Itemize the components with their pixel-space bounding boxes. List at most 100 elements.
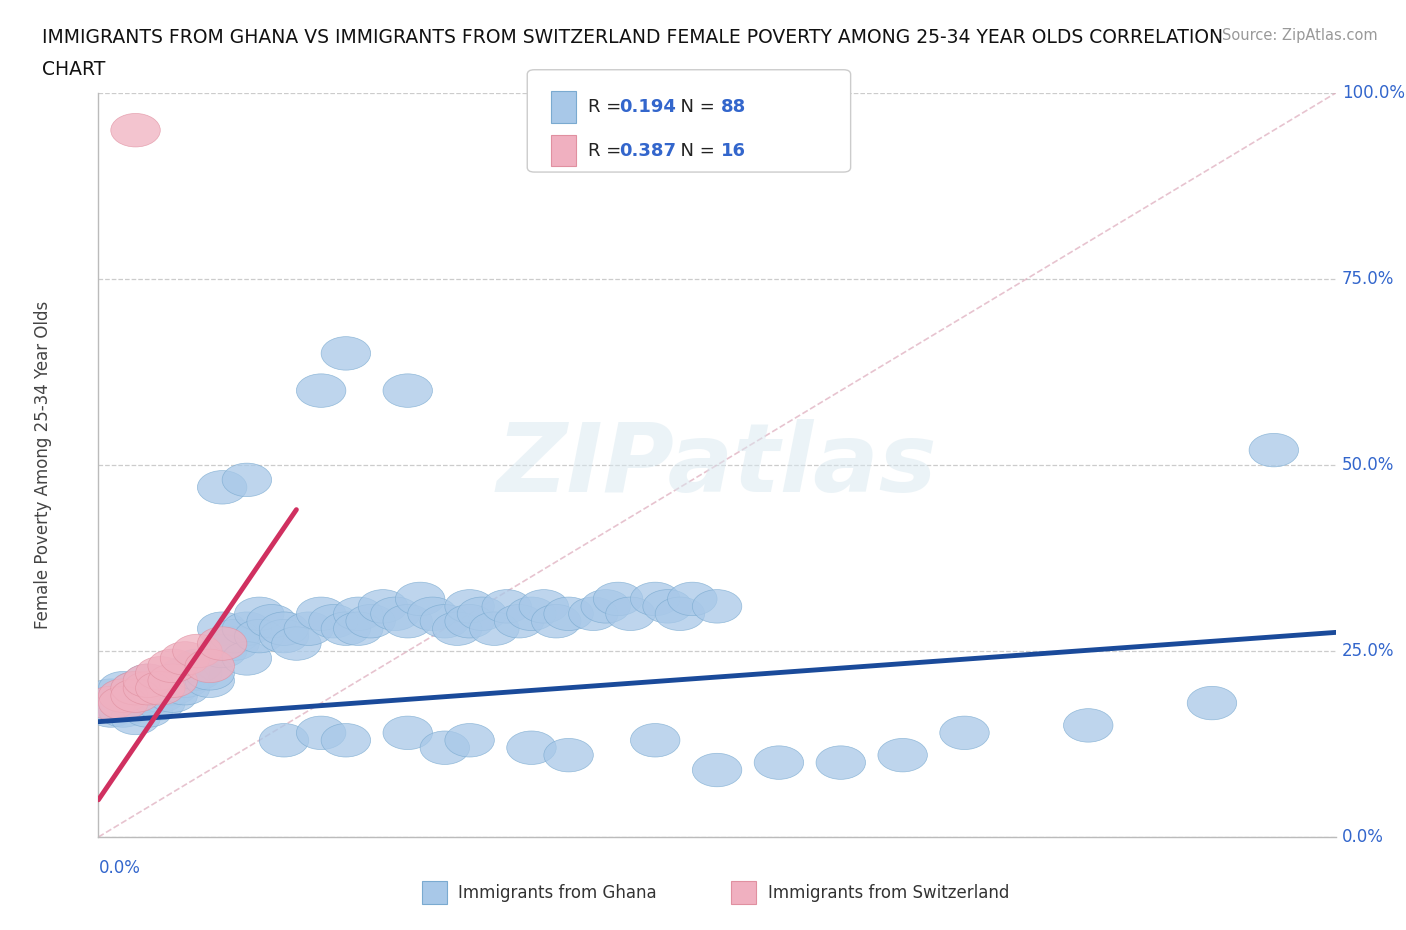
Ellipse shape — [1063, 709, 1114, 742]
Ellipse shape — [135, 671, 186, 705]
Ellipse shape — [186, 649, 235, 683]
Text: 100.0%: 100.0% — [1341, 84, 1405, 102]
Ellipse shape — [271, 627, 321, 660]
Ellipse shape — [222, 463, 271, 497]
Ellipse shape — [173, 657, 222, 690]
Ellipse shape — [643, 590, 692, 623]
Ellipse shape — [173, 634, 222, 668]
Ellipse shape — [297, 374, 346, 407]
Ellipse shape — [86, 694, 135, 727]
Ellipse shape — [444, 724, 495, 757]
Text: Immigrants from Switzerland: Immigrants from Switzerland — [768, 884, 1010, 902]
Ellipse shape — [692, 590, 742, 623]
Ellipse shape — [593, 582, 643, 616]
Text: 0.0%: 0.0% — [1341, 828, 1384, 846]
Ellipse shape — [259, 612, 309, 645]
Ellipse shape — [135, 686, 186, 720]
Ellipse shape — [544, 738, 593, 772]
Text: N =: N = — [669, 141, 721, 160]
Ellipse shape — [135, 679, 186, 712]
Ellipse shape — [160, 657, 209, 690]
Ellipse shape — [382, 604, 433, 638]
Ellipse shape — [495, 604, 544, 638]
Ellipse shape — [668, 582, 717, 616]
Ellipse shape — [135, 657, 186, 690]
Ellipse shape — [333, 612, 382, 645]
Text: IMMIGRANTS FROM GHANA VS IMMIGRANTS FROM SWITZERLAND FEMALE POVERTY AMONG 25-34 : IMMIGRANTS FROM GHANA VS IMMIGRANTS FROM… — [42, 28, 1223, 46]
Ellipse shape — [877, 738, 928, 772]
Ellipse shape — [321, 724, 371, 757]
Ellipse shape — [581, 590, 630, 623]
Ellipse shape — [197, 634, 247, 668]
Text: CHART: CHART — [42, 60, 105, 79]
Ellipse shape — [160, 671, 209, 705]
Ellipse shape — [111, 679, 160, 712]
Ellipse shape — [197, 612, 247, 645]
Text: R =: R = — [588, 141, 627, 160]
Ellipse shape — [297, 716, 346, 750]
Ellipse shape — [630, 582, 681, 616]
Ellipse shape — [519, 590, 568, 623]
Ellipse shape — [284, 612, 333, 645]
Ellipse shape — [754, 746, 804, 779]
Ellipse shape — [98, 686, 148, 720]
Ellipse shape — [692, 753, 742, 787]
Ellipse shape — [531, 604, 581, 638]
Ellipse shape — [111, 113, 160, 147]
Ellipse shape — [124, 664, 173, 698]
Ellipse shape — [160, 642, 209, 675]
Ellipse shape — [124, 671, 173, 705]
Ellipse shape — [420, 604, 470, 638]
Ellipse shape — [98, 679, 148, 712]
Ellipse shape — [222, 612, 271, 645]
Ellipse shape — [655, 597, 704, 631]
Ellipse shape — [1187, 686, 1237, 720]
Text: Immigrants from Ghana: Immigrants from Ghana — [458, 884, 657, 902]
Ellipse shape — [148, 649, 197, 683]
Ellipse shape — [197, 471, 247, 504]
Ellipse shape — [630, 724, 681, 757]
Ellipse shape — [124, 664, 173, 698]
Ellipse shape — [457, 597, 506, 631]
Text: 0.194: 0.194 — [619, 98, 675, 116]
Ellipse shape — [309, 604, 359, 638]
Text: 0.387: 0.387 — [619, 141, 676, 160]
Ellipse shape — [333, 597, 382, 631]
Ellipse shape — [135, 671, 186, 705]
Ellipse shape — [420, 731, 470, 764]
Ellipse shape — [321, 612, 371, 645]
Ellipse shape — [148, 664, 197, 698]
Ellipse shape — [235, 597, 284, 631]
Ellipse shape — [382, 374, 433, 407]
Ellipse shape — [124, 671, 173, 705]
Ellipse shape — [86, 686, 135, 720]
Ellipse shape — [111, 679, 160, 712]
Text: 16: 16 — [721, 141, 747, 160]
Ellipse shape — [98, 679, 148, 712]
Ellipse shape — [939, 716, 990, 750]
Ellipse shape — [297, 597, 346, 631]
Ellipse shape — [86, 679, 135, 712]
Text: ZIPatlas: ZIPatlas — [496, 418, 938, 512]
Ellipse shape — [371, 597, 420, 631]
Text: R =: R = — [588, 98, 627, 116]
Ellipse shape — [186, 657, 235, 690]
Ellipse shape — [259, 619, 309, 653]
Ellipse shape — [111, 671, 160, 705]
Ellipse shape — [111, 671, 160, 705]
Ellipse shape — [111, 686, 160, 720]
Ellipse shape — [433, 612, 482, 645]
Text: 75.0%: 75.0% — [1341, 270, 1395, 288]
Ellipse shape — [197, 627, 247, 660]
Ellipse shape — [209, 627, 259, 660]
Text: 0.0%: 0.0% — [98, 859, 141, 877]
Ellipse shape — [359, 590, 408, 623]
Ellipse shape — [86, 686, 135, 720]
Ellipse shape — [111, 701, 160, 735]
Ellipse shape — [395, 582, 444, 616]
Ellipse shape — [209, 619, 259, 653]
Ellipse shape — [148, 664, 197, 698]
Ellipse shape — [148, 679, 197, 712]
Text: 25.0%: 25.0% — [1341, 642, 1395, 660]
Ellipse shape — [124, 694, 173, 727]
